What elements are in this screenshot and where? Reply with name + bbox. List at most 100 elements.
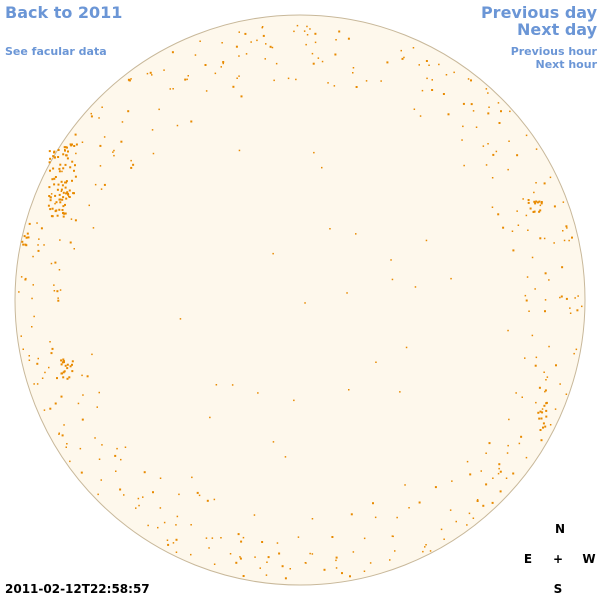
facula-point <box>37 249 40 252</box>
facula-point <box>79 447 82 450</box>
facula-point <box>240 540 243 543</box>
facula-point <box>146 72 149 75</box>
facula-point <box>244 32 247 35</box>
facula-point <box>92 227 95 229</box>
facula-point <box>472 517 475 519</box>
facula-point <box>525 134 528 137</box>
back-to-year-link[interactable]: Back to 2011 <box>5 3 123 22</box>
facula-point <box>53 284 55 286</box>
facula-point <box>56 214 59 217</box>
see-facular-data-link[interactable]: See facular data <box>5 45 107 58</box>
facula-point <box>54 261 57 264</box>
facula-point <box>67 150 69 153</box>
facula-point <box>480 470 482 472</box>
facula-point <box>68 195 70 198</box>
facula-point <box>58 208 61 211</box>
facula-point <box>63 146 66 149</box>
compass-east: E <box>523 552 533 566</box>
facula-point <box>544 389 547 392</box>
facula-point <box>429 550 432 552</box>
facula-point <box>498 122 501 124</box>
facula-point <box>215 384 218 386</box>
facula-point <box>346 292 348 294</box>
facula-point <box>545 402 548 405</box>
facula-point <box>261 541 264 543</box>
facula-point <box>562 230 564 232</box>
facula-point <box>492 153 495 156</box>
facula-point <box>254 556 256 558</box>
facula-point <box>54 210 57 213</box>
facula-point <box>49 341 51 343</box>
facula-point <box>408 507 410 509</box>
facula-point <box>31 326 33 328</box>
facula-point <box>53 150 56 153</box>
previous-day-link[interactable]: Previous day <box>480 3 597 22</box>
facula-point <box>272 441 275 443</box>
facula-point <box>56 188 59 191</box>
facula-point <box>497 472 500 475</box>
facula-point <box>553 205 556 208</box>
facula-point <box>49 208 52 211</box>
facula-point <box>50 352 53 355</box>
facula-point <box>466 524 468 526</box>
facula-point <box>103 136 106 138</box>
facula-point <box>309 552 311 555</box>
facula-point <box>82 394 84 396</box>
facula-point <box>61 184 64 187</box>
facula-point <box>62 358 65 361</box>
facula-point <box>553 242 555 244</box>
facula-point <box>507 329 509 332</box>
facula-point <box>88 204 90 207</box>
facula-point <box>54 194 57 197</box>
facula-point <box>562 201 565 203</box>
facula-point <box>470 79 472 82</box>
facula-point <box>157 526 159 529</box>
facula-point <box>275 62 278 65</box>
facula-point <box>53 156 56 159</box>
facula-point <box>48 186 51 189</box>
facula-point <box>57 299 60 302</box>
facula-point <box>542 426 544 429</box>
facula-point <box>566 227 568 229</box>
facula-point <box>71 179 73 182</box>
facula-point <box>257 392 259 394</box>
facula-point <box>61 170 63 173</box>
facula-point <box>565 393 568 395</box>
facula-point <box>424 546 426 548</box>
facula-point <box>159 507 162 509</box>
facula-point <box>137 497 140 500</box>
facula-point <box>502 226 505 229</box>
facula-point <box>63 424 65 426</box>
facula-point <box>267 556 270 559</box>
previous-hour-link[interactable]: Previous hour <box>510 45 597 58</box>
facula-point <box>33 315 35 318</box>
facula-point <box>485 88 488 90</box>
facula-point <box>22 243 25 246</box>
next-hour-link[interactable]: Next hour <box>535 58 598 71</box>
facula-point <box>130 78 132 80</box>
facula-point <box>113 154 115 157</box>
facula-point <box>69 143 72 146</box>
facula-point <box>25 277 27 280</box>
facula-point <box>64 212 67 215</box>
facula-point <box>540 417 543 420</box>
facula-point <box>191 476 193 479</box>
facula-point <box>535 401 537 404</box>
facula-point <box>61 361 64 364</box>
facula-point <box>525 456 528 459</box>
facula-point <box>525 214 528 217</box>
facula-point <box>389 559 391 561</box>
facula-point <box>80 471 83 474</box>
facula-point <box>498 467 500 470</box>
facula-point <box>574 297 576 299</box>
facula-point <box>573 352 575 355</box>
facula-point <box>541 411 544 414</box>
facula-point <box>60 363 63 366</box>
facula-point <box>176 124 179 127</box>
facula-point <box>386 61 389 64</box>
facula-point <box>581 305 583 308</box>
next-day-link[interactable]: Next day <box>517 20 597 39</box>
facula-point <box>51 215 54 218</box>
facula-point <box>405 346 408 349</box>
facula-point <box>431 89 434 91</box>
